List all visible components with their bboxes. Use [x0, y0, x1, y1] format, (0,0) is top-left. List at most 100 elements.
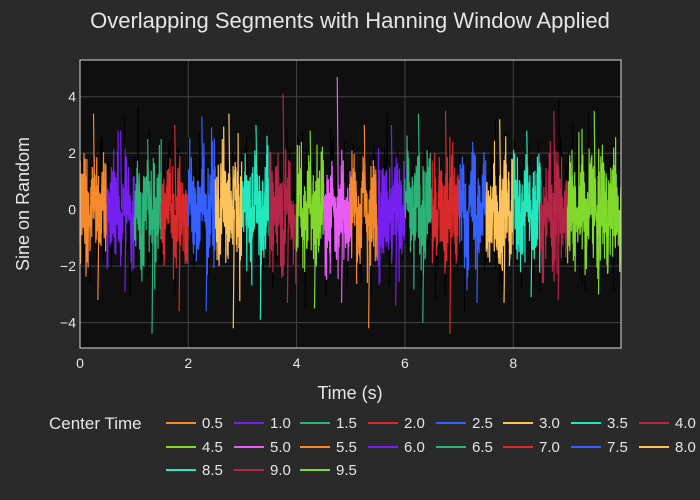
- legend-item-9.5[interactable]: 9.5: [300, 461, 357, 479]
- series-3.5: [241, 124, 271, 320]
- series-peak-low: [97, 209, 100, 301]
- series-peak-low: [313, 209, 317, 309]
- series-9.5: [566, 110, 622, 295]
- legend-swatch: [300, 422, 330, 424]
- series-4.0: [268, 93, 298, 303]
- series-trace: [106, 130, 135, 271]
- series-peak-high: [174, 124, 177, 210]
- series-peak-low: [395, 209, 398, 306]
- series-trace: [566, 128, 622, 280]
- legend-label: 7.0: [539, 438, 560, 456]
- y-axis-ticks: −4 −2 0 2 4: [60, 89, 76, 331]
- series-peak-high: [593, 110, 596, 210]
- plot-border: [79, 59, 622, 349]
- series-trace: [431, 136, 460, 274]
- y-tick-label: −2: [60, 258, 76, 274]
- series-peak-low: [597, 209, 601, 295]
- legend-item-5.0[interactable]: 5.0: [234, 438, 291, 456]
- series-peak-high: [228, 113, 231, 210]
- legend-item-5.5[interactable]: 5.5: [300, 438, 357, 456]
- legend-item-1.0[interactable]: 1.0: [234, 414, 291, 432]
- legend-label: 1.5: [336, 414, 357, 432]
- series-peak-low: [124, 209, 127, 292]
- series-peak-high: [499, 119, 502, 210]
- legend-title: Center Time: [49, 414, 142, 433]
- series-peak-low: [530, 209, 533, 298]
- legend-label: 2.0: [404, 414, 425, 432]
- legend-item-8.5[interactable]: 8.5: [166, 461, 223, 479]
- legend-item-3.5[interactable]: 3.5: [571, 414, 628, 432]
- legend-item-8.0[interactable]: 8.0: [639, 438, 696, 456]
- series-peak-high: [336, 76, 339, 210]
- legend-swatch: [368, 422, 398, 424]
- series-5.0: [323, 76, 352, 303]
- legend-item-1.5[interactable]: 1.5: [300, 414, 357, 432]
- legend-item-7.5[interactable]: 7.5: [571, 438, 628, 456]
- legend-item-3.0[interactable]: 3.0: [503, 414, 560, 432]
- legend-label: 0.5: [202, 414, 223, 432]
- legend-label: 5.5: [336, 438, 357, 456]
- series-peak-low: [286, 209, 290, 303]
- series-peak-high: [472, 141, 475, 210]
- legend-label: 4.0: [675, 414, 696, 432]
- series-1.5: [133, 139, 162, 334]
- series-7.5: [458, 141, 487, 303]
- series-trace: [160, 155, 189, 280]
- legend-item-4.5[interactable]: 4.5: [166, 438, 223, 456]
- y-tick-label: 0: [68, 202, 76, 218]
- series-peak-high: [390, 124, 394, 210]
- series-trace: [187, 127, 216, 276]
- series-peak-high: [255, 124, 258, 210]
- x-axis-title: Time (s): [317, 383, 382, 403]
- series-trace: [214, 126, 243, 302]
- legend-label: 6.0: [404, 438, 425, 456]
- series-peak-low: [232, 209, 235, 329]
- series-1.0: [106, 130, 135, 292]
- x-tick-label: 0: [76, 355, 84, 371]
- legend-swatch: [300, 446, 330, 448]
- legend-swatch: [639, 446, 669, 448]
- y-tick-label: 4: [68, 89, 76, 105]
- legend-item-6.0[interactable]: 6.0: [368, 438, 425, 456]
- x-tick-label: 6: [401, 355, 409, 371]
- legend-label: 4.5: [202, 438, 223, 456]
- series-trace: [485, 136, 514, 272]
- series-7.0: [431, 110, 460, 334]
- legend-label: 3.5: [607, 414, 628, 432]
- series-peak-high: [147, 139, 150, 210]
- series-peak-low: [259, 209, 263, 320]
- series-0.5: [79, 113, 108, 301]
- y-axis-title: Sine on Random: [13, 137, 33, 271]
- series-trace: [268, 148, 298, 284]
- legend-label: 8.0: [675, 438, 696, 456]
- series-peak-low: [503, 209, 506, 303]
- legend-item-7.0[interactable]: 7.0: [503, 438, 560, 456]
- series-9.0: [539, 110, 568, 301]
- x-tick-label: 8: [509, 355, 517, 371]
- series-traces: [79, 76, 622, 334]
- chart-title: Overlapping Segments with Hanning Window…: [90, 8, 610, 33]
- legend-item-4.0[interactable]: 4.0: [639, 414, 696, 432]
- legend-item-2.0[interactable]: 2.0: [368, 414, 425, 432]
- series-2.0: [160, 124, 189, 312]
- legend-label: 7.5: [607, 438, 628, 456]
- series-peak-high: [201, 116, 204, 210]
- series-trace: [241, 135, 271, 286]
- legend-item-6.5[interactable]: 6.5: [436, 438, 493, 456]
- legend-item-0.5[interactable]: 0.5: [166, 414, 223, 432]
- series-peak-high: [417, 113, 421, 210]
- legend-swatch: [503, 446, 533, 448]
- legend-swatch: [166, 469, 196, 471]
- legend-item-2.5[interactable]: 2.5: [436, 414, 493, 432]
- y-tick-label: −4: [60, 315, 76, 331]
- series-peak-low: [368, 209, 371, 329]
- series-trace: [404, 135, 433, 290]
- series-2.5: [187, 116, 216, 312]
- series-8.0: [485, 119, 514, 303]
- legend-swatch: [368, 446, 398, 448]
- legend-item-9.0[interactable]: 9.0: [234, 461, 291, 479]
- legend-swatch: [571, 446, 601, 448]
- legend-swatch: [436, 422, 466, 424]
